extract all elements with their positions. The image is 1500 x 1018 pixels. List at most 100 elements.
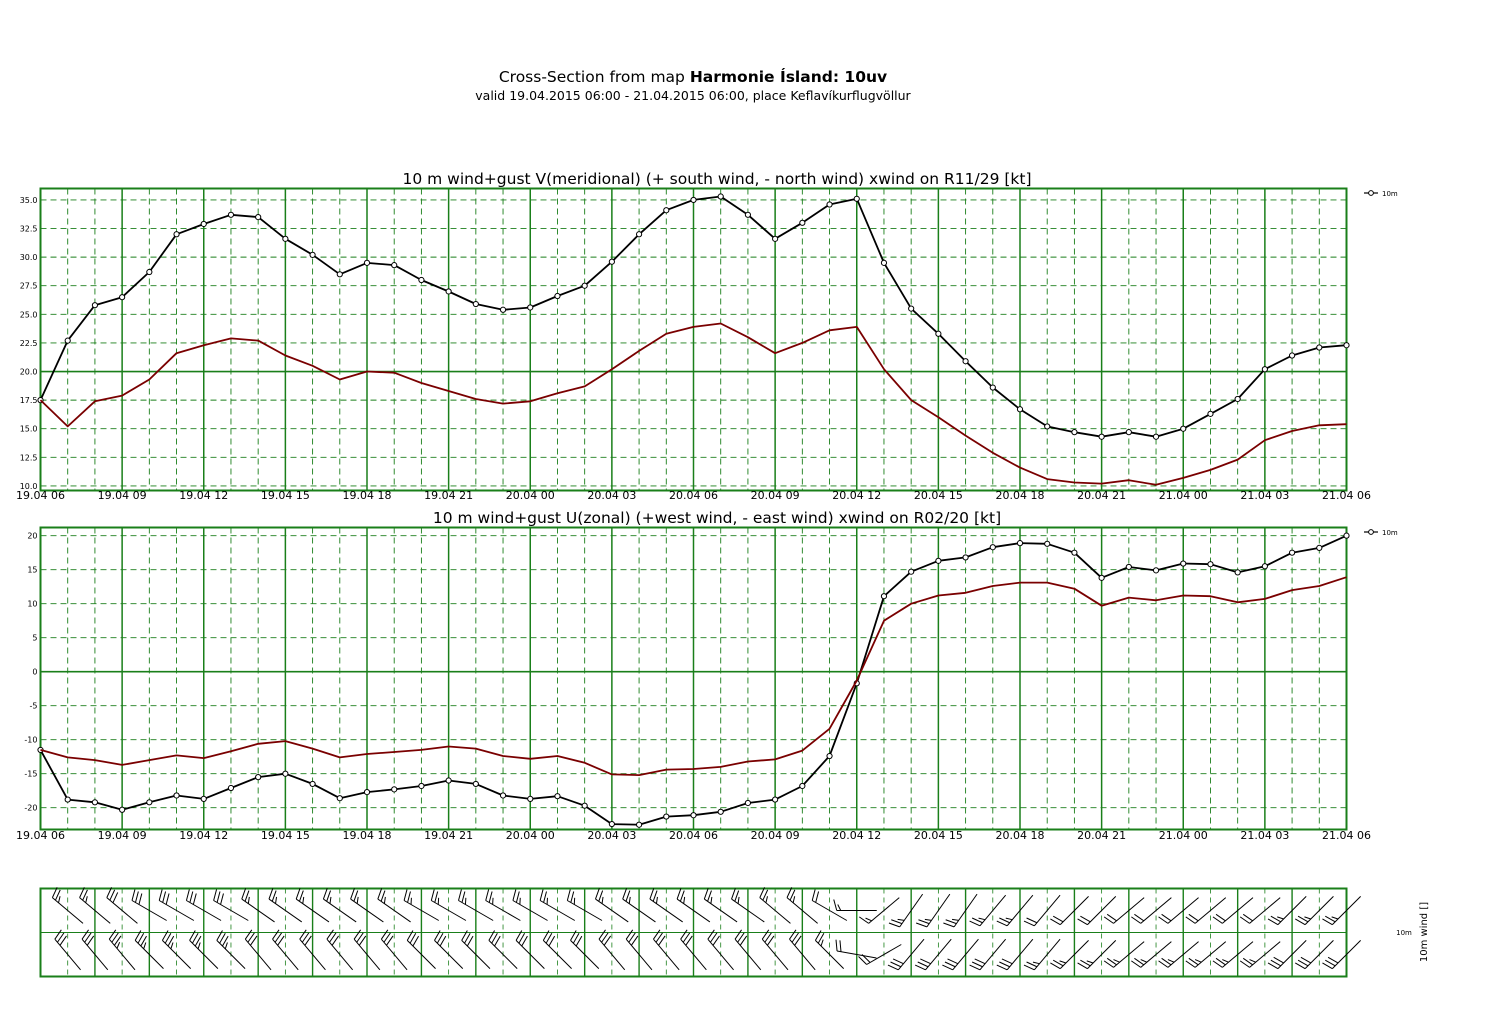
wind-barb-feather bbox=[625, 929, 634, 940]
c1-y-tick-label: 22.5 bbox=[20, 339, 38, 348]
c1-wind-point bbox=[363, 259, 371, 266]
wind-barb-feather bbox=[161, 930, 169, 941]
wind-barb-feather bbox=[999, 917, 1010, 924]
wind-barb-feather bbox=[598, 890, 604, 902]
wind-barb-feather bbox=[1249, 959, 1256, 963]
wind-barb-feather bbox=[461, 891, 466, 903]
wind-barb-staff bbox=[162, 940, 192, 969]
wind-barb-feather bbox=[789, 929, 797, 940]
wind-barb-feather bbox=[1059, 960, 1067, 964]
wind-barb-staff bbox=[789, 938, 816, 971]
wind-barb-staff bbox=[1194, 897, 1227, 924]
wind-barb-feather bbox=[491, 933, 498, 944]
wind-barb-feather bbox=[676, 888, 682, 900]
wind-barb-feather bbox=[488, 891, 493, 903]
wind-barb-staff bbox=[1304, 940, 1334, 969]
wind-barb-feather bbox=[791, 932, 799, 943]
figure-subtitle: valid 19.04.2015 06:00 - 21.04.2015 06:0… bbox=[475, 88, 911, 103]
wind-barb-feather bbox=[54, 929, 62, 940]
wind-barb-feather bbox=[1077, 918, 1088, 926]
wind-barb-feather bbox=[1086, 960, 1094, 964]
c1-wind-point bbox=[1071, 429, 1078, 436]
wind-barb-feather bbox=[81, 929, 89, 940]
wind-barb-feather bbox=[353, 890, 359, 902]
wind-barb-feather bbox=[685, 935, 693, 946]
c1-wind-point bbox=[527, 304, 534, 311]
c2-x-tick-label: 21.04 00 bbox=[1159, 829, 1208, 842]
wind-barb-feather bbox=[1212, 960, 1223, 968]
c1-wind-point bbox=[472, 300, 479, 308]
wind-barb-feather bbox=[1212, 916, 1223, 924]
wind-barb-staff bbox=[79, 897, 111, 924]
c2-wind-point bbox=[1044, 540, 1051, 547]
wind-barb-feather bbox=[1134, 913, 1145, 922]
wind-barb-feather bbox=[1080, 959, 1091, 967]
c1-wind-point bbox=[772, 235, 779, 242]
wind-barb-feather bbox=[655, 896, 658, 904]
c2-x-tick-label: 19.04 06 bbox=[16, 829, 65, 842]
wind-barb-feather bbox=[1113, 959, 1120, 963]
wind-barb-feather bbox=[839, 940, 842, 952]
wind-barb-feather bbox=[1140, 959, 1148, 963]
wind-barb-feather bbox=[1026, 961, 1038, 968]
c1-wind-point bbox=[227, 211, 235, 218]
wind-barb-feather bbox=[1106, 913, 1117, 922]
wind-barb-staff bbox=[786, 897, 818, 924]
wind-barb-staff bbox=[323, 898, 357, 923]
wind-barb-feather bbox=[888, 922, 900, 928]
wind-barb-feather bbox=[272, 929, 280, 940]
wind-barb-feather bbox=[628, 896, 631, 904]
wind-barb-feather bbox=[858, 956, 867, 965]
wind-barb-staff bbox=[952, 938, 979, 971]
wind-barb-staff bbox=[1140, 941, 1172, 968]
wind-barb-staff bbox=[268, 898, 303, 923]
wind-barb-staff bbox=[926, 893, 951, 928]
wind-barb-feather bbox=[170, 942, 174, 950]
wind-barb-feather bbox=[890, 961, 902, 968]
wind-barb-feather bbox=[140, 935, 147, 947]
wind-barb-feather bbox=[1161, 957, 1172, 966]
wind-barb-staff bbox=[953, 893, 978, 928]
wind-barb-feather bbox=[247, 896, 250, 904]
wind-barb-feather bbox=[112, 892, 119, 903]
c2-y-tick-label: 10 bbox=[27, 600, 37, 609]
wind-barb-feather bbox=[244, 890, 250, 902]
wind-barb-feather bbox=[765, 896, 768, 903]
wind-barb-staff bbox=[488, 940, 518, 969]
wind-barb-feather bbox=[917, 961, 929, 968]
wind-barb-feather bbox=[219, 933, 226, 944]
wind-barb-feather bbox=[108, 929, 117, 940]
wind-barb-feather bbox=[680, 929, 688, 940]
c2-wind-point bbox=[91, 799, 99, 806]
c2-wind-point bbox=[554, 793, 561, 800]
wind-barb-feather bbox=[192, 933, 199, 944]
wind-barb-feather bbox=[512, 889, 517, 901]
c1-y-tick-label: 27.5 bbox=[20, 282, 38, 291]
wind-barb-staff bbox=[707, 938, 734, 971]
c2-y-tick-label: 15 bbox=[27, 566, 37, 575]
wind-barb-feather bbox=[543, 891, 547, 903]
c2-wind-point bbox=[227, 784, 235, 792]
wind-barb-feather bbox=[464, 933, 471, 944]
wind-barb-staff bbox=[731, 898, 765, 923]
wind-barb-feather bbox=[241, 888, 247, 900]
wind-barb-staff bbox=[866, 944, 902, 965]
wind-barb-feather bbox=[603, 935, 612, 946]
c2-x-tick-label: 19.04 09 bbox=[98, 829, 147, 842]
c1-wind-point bbox=[64, 337, 71, 344]
c1-wind-point bbox=[1261, 366, 1268, 373]
c2-wind-point bbox=[119, 806, 126, 813]
wind-barb-feather bbox=[143, 942, 147, 950]
wind-barb-feather bbox=[837, 904, 842, 911]
wind-barb-feather bbox=[916, 922, 928, 928]
wind-barb-staff bbox=[680, 938, 707, 971]
c1-x-tick-label: 20.04 18 bbox=[996, 489, 1045, 502]
c1-wind-point bbox=[690, 196, 697, 204]
c1-wind-point bbox=[1125, 429, 1132, 436]
c2-y-tick-label: 5 bbox=[32, 634, 37, 643]
wind-barb-feather bbox=[920, 958, 931, 965]
c1-x-tick-label: 19.04 21 bbox=[424, 489, 473, 502]
wind-barb-feather bbox=[86, 935, 95, 946]
wind-barb-feather bbox=[1188, 957, 1199, 966]
wind-barb-feather bbox=[189, 891, 194, 903]
